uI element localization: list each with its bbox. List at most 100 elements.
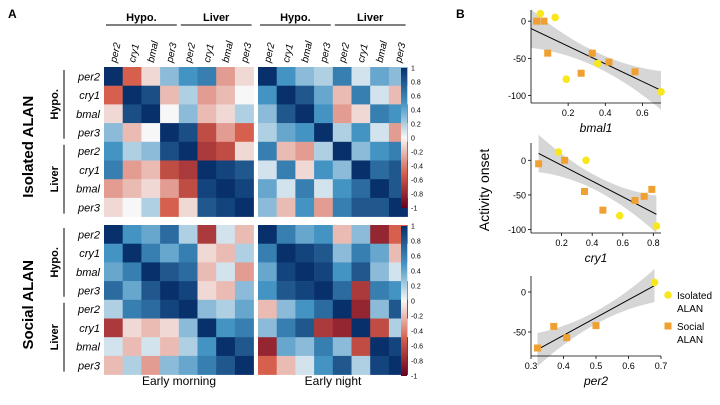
colorbar-tick-label: -0.8 bbox=[411, 192, 423, 199]
heatmap-cell bbox=[295, 262, 315, 282]
legend: Isolated ALAN Social ALAN bbox=[664, 291, 712, 346]
data-point-social bbox=[535, 160, 543, 168]
row-gene-label: per3 bbox=[77, 285, 101, 297]
x-tick-label: 0.2 bbox=[562, 108, 575, 118]
heatmap-cell bbox=[370, 355, 390, 375]
x-tick-label: 0.6 bbox=[622, 361, 635, 371]
heatmap-cell bbox=[276, 85, 296, 105]
heatmap-cell bbox=[234, 281, 254, 301]
heatmap-cell bbox=[197, 262, 217, 282]
data-point-isolated bbox=[536, 9, 545, 18]
heatmap-cell bbox=[370, 85, 390, 105]
scatter-plot: 0 -50 -100 0.2 0.4 0.6 bmal1 bbox=[508, 9, 665, 135]
heatmap-cell bbox=[351, 141, 371, 161]
heatmap-cell bbox=[295, 141, 315, 161]
heatmap-cell bbox=[370, 281, 390, 301]
heatmap-cell bbox=[276, 123, 296, 143]
heatmap-cell bbox=[332, 160, 352, 180]
heatmap-cell bbox=[314, 299, 334, 319]
heatmap-cell bbox=[314, 262, 334, 282]
heatmap-cell bbox=[178, 281, 198, 301]
heatmap-cell bbox=[314, 104, 334, 124]
colorbar-tick-label: -1 bbox=[411, 206, 417, 213]
condition-label: Isolated ALAN bbox=[20, 96, 37, 198]
panel-label-a: A bbox=[8, 7, 17, 21]
heatmap-cell bbox=[216, 243, 236, 263]
heatmap-cell bbox=[122, 67, 142, 86]
colorbar-tick-label: 0.6 bbox=[411, 94, 421, 101]
row-gene-label: bmal bbox=[76, 342, 100, 354]
heatmap-cell bbox=[178, 337, 198, 357]
x-axis-label: cry1 bbox=[585, 251, 608, 265]
data-point-isolated bbox=[551, 13, 559, 22]
heatmap-cell bbox=[178, 318, 198, 338]
heatmap-cell bbox=[258, 141, 277, 161]
heatmap-cell bbox=[216, 104, 236, 124]
heatmap-cell bbox=[234, 141, 254, 161]
heatmap-cell bbox=[351, 299, 371, 319]
heatmap-cell bbox=[314, 355, 334, 375]
row-gene-label: per3 bbox=[77, 202, 101, 214]
column-gene-label: per3 bbox=[239, 41, 254, 64]
column-group-label: Hypo. bbox=[126, 12, 157, 24]
heatmap-cell bbox=[216, 262, 236, 282]
heatmap-cell bbox=[122, 355, 142, 375]
heatmap-cell bbox=[216, 225, 236, 244]
x-tick-label: 0.8 bbox=[647, 238, 660, 248]
legend-label-isolated: Isolated ALAN bbox=[677, 291, 712, 315]
heatmap-cell bbox=[314, 85, 334, 105]
heatmap-cell bbox=[160, 179, 180, 199]
heatmap-cell bbox=[370, 225, 390, 244]
heatmap-cell bbox=[332, 197, 352, 217]
heatmap-cell bbox=[122, 243, 142, 263]
row-gene-label: per2 bbox=[77, 229, 100, 241]
colorbar-tick-label: 1 bbox=[411, 66, 415, 73]
heatmap-cell bbox=[295, 85, 315, 105]
heatmap-cell bbox=[178, 123, 198, 143]
heatmap-cell bbox=[276, 160, 296, 180]
colorbar-tick-label: 0.2 bbox=[411, 122, 421, 129]
heatmap-cell bbox=[216, 355, 236, 375]
heatmap-cell bbox=[258, 197, 277, 217]
heatmap-cell bbox=[276, 281, 296, 301]
heatmap-cell bbox=[197, 225, 217, 244]
x-tick-label: 0.3 bbox=[525, 361, 538, 371]
heatmap-cell bbox=[258, 299, 277, 319]
heatmap-cell bbox=[332, 179, 352, 199]
heatmap-cell bbox=[178, 299, 198, 319]
heatmap-cell bbox=[351, 104, 371, 124]
heatmap-cell bbox=[141, 262, 161, 282]
heatmap-cell bbox=[104, 85, 123, 105]
heatmap-cell bbox=[141, 281, 161, 301]
heatmap-cell bbox=[234, 243, 254, 263]
column-group-label: Liver bbox=[357, 12, 384, 24]
heatmap-cell bbox=[197, 243, 217, 263]
heatmap-cell bbox=[178, 197, 198, 217]
column-gene-label: per3 bbox=[393, 41, 408, 64]
heatmap-cell bbox=[332, 355, 352, 375]
heatmap-cell bbox=[276, 225, 296, 244]
column-gene-label: bmal bbox=[375, 39, 390, 63]
x-tick-label: 0.5 bbox=[590, 361, 603, 371]
colorbar bbox=[401, 226, 407, 376]
heatmap-panel bbox=[104, 67, 254, 217]
heatmap-cell bbox=[332, 337, 352, 357]
heatmap-cell bbox=[104, 197, 123, 217]
heatmap-cell bbox=[295, 123, 315, 143]
colorbar-tick-label: -0.2 bbox=[411, 150, 423, 157]
column-gene-label: per2 bbox=[108, 41, 123, 64]
row-gene-label: per3 bbox=[77, 360, 101, 372]
heatmap-cell bbox=[276, 262, 296, 282]
colorbar-tick-label: 0.4 bbox=[411, 269, 421, 276]
heatmap-cell bbox=[351, 123, 371, 143]
data-point-isolated bbox=[650, 278, 659, 287]
data-point-social bbox=[588, 49, 596, 57]
heatmap-cell bbox=[295, 160, 315, 180]
heatmap-cell bbox=[332, 225, 352, 244]
y-tick-label: -50 bbox=[513, 54, 526, 64]
heatmap-cell bbox=[160, 318, 180, 338]
heatmap-cell bbox=[122, 179, 142, 199]
heatmap-cell bbox=[332, 243, 352, 263]
heatmap-cell bbox=[122, 318, 142, 338]
column-group-label: Hypo. bbox=[280, 12, 311, 24]
